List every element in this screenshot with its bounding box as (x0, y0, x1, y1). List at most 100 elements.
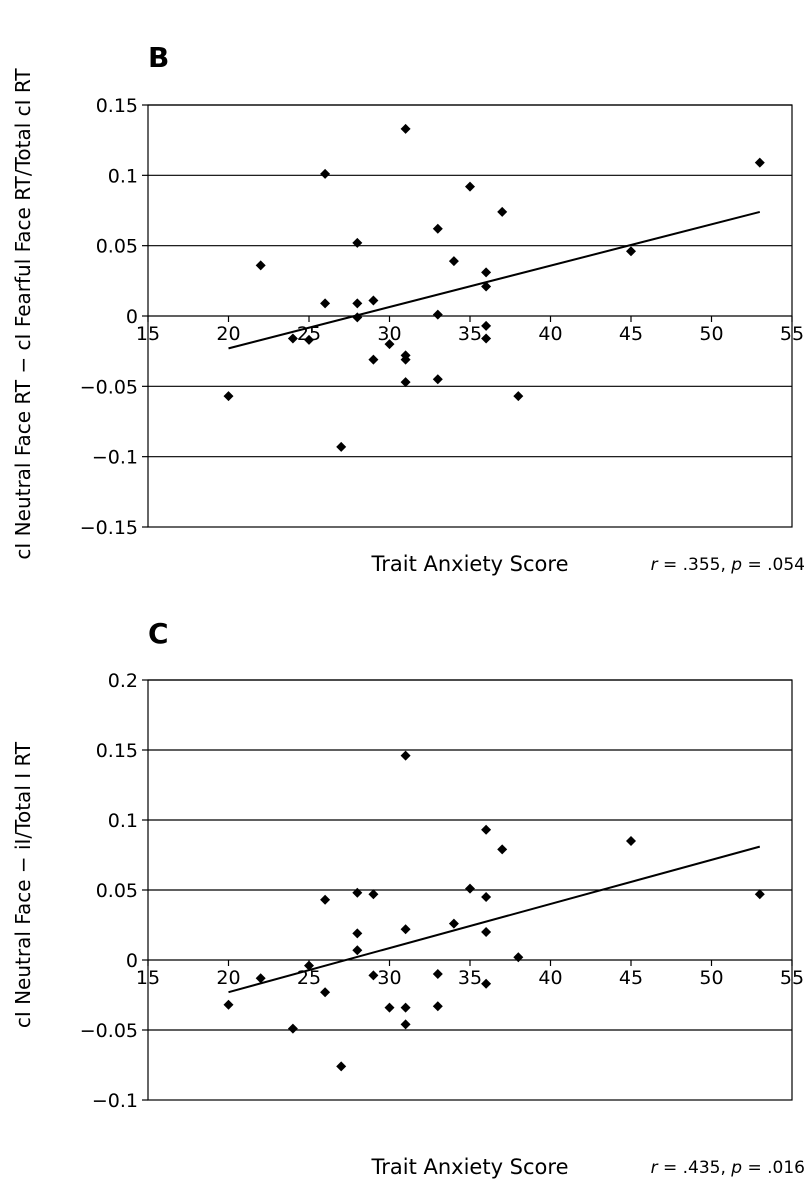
stat-stat-p-symbol: p (730, 1158, 742, 1178)
x-tick-label: 15 (136, 967, 160, 989)
data-point (352, 237, 363, 248)
y-tick-label: 0 (126, 306, 138, 328)
y-tick-label: 0.05 (96, 236, 138, 258)
chart-panel-b: B15 20 25 30 35 40 45 50 550.150.10.050−0.05−0.1… (80, 41, 805, 576)
data-point (754, 889, 765, 900)
data-point (626, 246, 636, 257)
data-point (368, 354, 379, 365)
chart-panel-c: C15 20 25 30 35 40 45 50 550.20.150.10.050−0.05−… (80, 617, 805, 1179)
data-point (513, 952, 524, 963)
data-point (481, 281, 492, 292)
trendline (228, 210, 761, 350)
data-point (352, 928, 363, 939)
data-point (223, 391, 234, 402)
data-point (304, 334, 314, 345)
data-point (432, 223, 443, 234)
data-point (481, 892, 492, 902)
data-point (432, 969, 443, 979)
data-point (384, 1002, 395, 1013)
data-point (352, 312, 363, 323)
data-point (320, 168, 331, 179)
data-point (223, 999, 234, 1010)
data-point (448, 918, 459, 929)
data-point (626, 836, 636, 846)
y-tick-label: 0.15 (96, 95, 138, 117)
x-tick-label: 35 (458, 323, 482, 345)
stat-stat-r-symbol: r (651, 1158, 659, 1178)
y-tick-label: −0.05 (80, 376, 138, 398)
data-point (481, 320, 492, 331)
x-tick-label: 30 (377, 967, 401, 989)
data-point (400, 750, 411, 761)
data-point (320, 298, 331, 309)
data-point (448, 256, 459, 267)
data-point (336, 1061, 347, 1072)
panel-letter: B (148, 41, 169, 74)
stat-stat-p-value: = .054 (742, 555, 805, 575)
y-tick-label: 0.1 (108, 810, 138, 832)
stat-stat-p-value: = .016 (742, 1158, 805, 1178)
x-axis-label: Trait Anxiety Score (371, 552, 569, 576)
x-tick-label: 35 (458, 967, 482, 989)
data-point (287, 1023, 298, 1034)
trendline (228, 845, 761, 994)
stat-stat-r-symbol: r (651, 555, 659, 575)
data-point (497, 206, 508, 217)
data-point (497, 844, 508, 855)
data-point (255, 260, 266, 271)
x-tick-label: 15 (136, 323, 160, 345)
data-point (255, 973, 266, 984)
data-point (432, 1001, 443, 1012)
data-point (465, 883, 475, 894)
x-tick-label: 45 (619, 323, 643, 345)
panel-letter: C (148, 617, 169, 650)
x-tick-label: 30 (377, 323, 401, 345)
stat-stat-p-symbol: p (730, 555, 742, 575)
data-point (400, 1002, 411, 1013)
stat-stat-r-value: = .435, (658, 1158, 732, 1178)
x-tick-label: 45 (619, 967, 643, 989)
data-point (481, 978, 492, 989)
data-point (384, 339, 395, 350)
data-point (465, 181, 475, 192)
data-point (320, 894, 331, 905)
data-point (368, 889, 379, 900)
data-point (352, 887, 363, 898)
x-axis-label: Trait Anxiety Score (371, 1155, 569, 1179)
y-tick-label: −0.15 (80, 517, 138, 539)
data-point (400, 123, 411, 134)
x-tick-label: 55 (780, 967, 804, 989)
stat-stat-r-value: = .355, (658, 555, 732, 575)
data-point (400, 924, 411, 935)
data-point (754, 157, 765, 168)
y-tick-label: −0.1 (92, 1090, 138, 1112)
data-point (432, 374, 443, 385)
x-tick-label: 40 (538, 967, 562, 989)
data-point (481, 824, 492, 835)
x-tick-label: 55 (780, 323, 804, 345)
y-tick-label: 0.1 (108, 165, 138, 187)
y-tick-label: 0.15 (96, 740, 138, 762)
data-point (400, 354, 411, 365)
x-tick-label: 40 (538, 323, 562, 345)
data-point (368, 295, 379, 306)
data-point (352, 945, 363, 956)
correlation-stats: r = .435, p = .016 (651, 1158, 805, 1178)
x-tick-label: 20 (216, 967, 240, 989)
data-point (481, 267, 492, 278)
y-tick-label: 0.05 (96, 880, 138, 902)
data-point (287, 333, 298, 344)
y-tick-label: 0 (126, 950, 138, 972)
x-tick-label: 50 (699, 967, 723, 989)
shared-y-axis-label-b: cI Neutral Face RT − cI Fearful Face RT/… (11, 68, 35, 560)
data-point (481, 333, 492, 344)
data-point (304, 960, 314, 971)
data-point (320, 987, 331, 998)
data-point (368, 970, 379, 981)
correlation-stats: r = .355, p = .054 (651, 555, 805, 575)
y-tick-label: 0.2 (108, 670, 138, 692)
data-point (513, 391, 524, 402)
shared-y-axis-label-c: cI Neutral Face − iI/Total I RT (11, 741, 35, 1028)
y-tick-label: −0.1 (92, 447, 138, 469)
